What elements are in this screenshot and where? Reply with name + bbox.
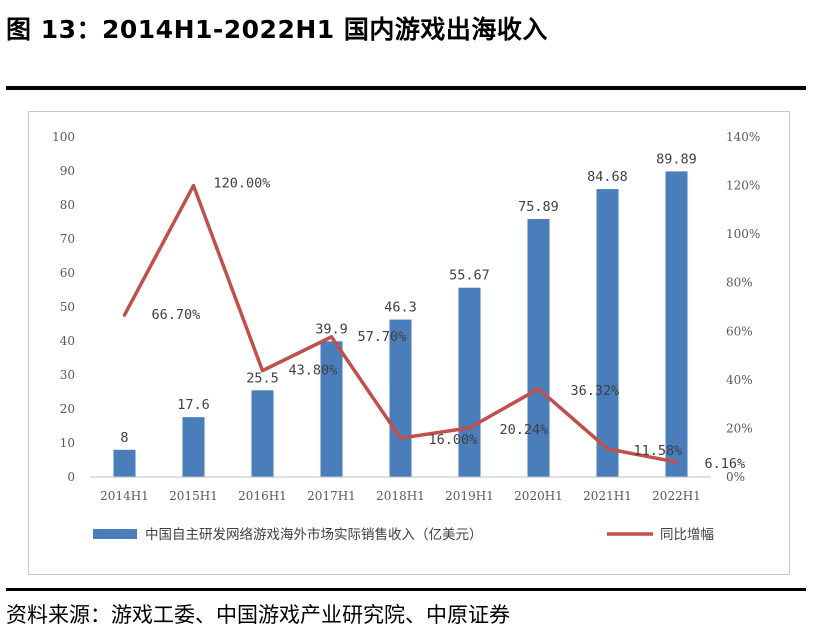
x-tick-label: 2015H1 — [169, 489, 218, 503]
y-right-tick-label: 20% — [726, 421, 753, 435]
growth-rate-point — [192, 184, 195, 188]
growth-rate-point — [606, 447, 609, 451]
bar-2021H1 — [596, 189, 619, 477]
legend-bar-label: 中国自主研发网络游戏海外市场实际销售收入（亿美元） — [145, 526, 483, 543]
y-left-tick-label: 70 — [60, 232, 75, 246]
bar-data-label: 84.68 — [587, 169, 628, 185]
growth-rate-point — [399, 436, 402, 440]
growth-rate-point — [261, 369, 264, 373]
line-data-label: 66.70% — [152, 307, 201, 323]
y-left-tick-label: 50 — [60, 300, 75, 314]
growth-rate-point — [468, 426, 471, 430]
bar-data-label: 55.67 — [449, 268, 490, 284]
line-data-label: 11.58% — [634, 443, 683, 459]
y-right-tick-label: 0% — [726, 470, 745, 484]
bar-data-label: 8 — [120, 430, 128, 446]
bar-2016H1 — [251, 390, 274, 477]
line-data-label: 36.32% — [571, 383, 620, 399]
line-data-label: 16.00% — [429, 432, 478, 448]
y-left-tick-label: 60 — [60, 266, 75, 280]
line-data-label: 6.16% — [705, 456, 746, 472]
top-rule — [6, 86, 806, 90]
growth-rate-point — [675, 460, 678, 464]
x-tick-label: 2014H1 — [100, 489, 149, 503]
y-right-tick-label: 80% — [726, 276, 753, 290]
y-left-tick-label: 80 — [60, 198, 75, 212]
bar-data-label: 89.89 — [656, 151, 697, 167]
chart-canvas: 0 10 20 30 40 50 60 70 80 90 100 0% 20% 40% 60% 80% 100%… — [52, 130, 760, 543]
chart-frame: 0 10 20 30 40 50 60 70 80 90 100 0% 20% 40% 60% 80% 100%… — [28, 111, 790, 575]
x-tick-label: 2019H1 — [445, 489, 494, 503]
y-right-tick-label: 100% — [726, 227, 760, 241]
growth-rate-point — [537, 387, 540, 391]
bar-data-label: 46.3 — [384, 300, 417, 316]
y-right-tick-label: 40% — [726, 373, 753, 387]
line-data-label: 43.80% — [289, 363, 338, 379]
line-data-label: 120.00% — [214, 176, 271, 192]
bar-2022H1 — [665, 171, 688, 477]
x-tick-label: 2017H1 — [307, 489, 356, 503]
legend-line-label: 同比增幅 — [660, 527, 714, 543]
line-data-label: 57.70% — [358, 329, 407, 345]
bar-2020H1 — [527, 218, 550, 477]
y-left-tick-label: 30 — [60, 368, 75, 382]
bar-data-label: 39.9 — [315, 321, 348, 337]
growth-rate-point — [330, 335, 333, 339]
x-tick-label: 2022H1 — [652, 489, 701, 503]
x-tick-label: 2020H1 — [514, 489, 563, 503]
x-tick-label: 2016H1 — [238, 489, 287, 503]
y-left-tick-label: 20 — [60, 402, 75, 416]
figure-source: 资料来源：游戏工委、中国游戏产业研究院、中原证券 — [6, 603, 510, 627]
y-right-tick-label: 60% — [726, 324, 753, 338]
y-left-tick-label: 40 — [60, 334, 75, 348]
bar-data-label: 25.5 — [246, 370, 279, 386]
y-left-tick-label: 0 — [67, 470, 75, 484]
y-left-tick-label: 100 — [52, 130, 75, 144]
y-right-tick-label: 120% — [726, 179, 760, 193]
bar-2014H1 — [113, 449, 136, 477]
bar-2015H1 — [182, 417, 205, 477]
bar-data-label: 75.89 — [518, 199, 559, 215]
y-right-tick-label: 140% — [726, 130, 760, 144]
bar-data-label: 17.6 — [177, 397, 210, 413]
y-left-tick-label: 90 — [60, 164, 75, 178]
figure-title: 图 13：2014H1-2022H1 国内游戏出海收入 — [6, 15, 548, 44]
bar-2019H1 — [458, 287, 481, 477]
line-data-label: 20.24% — [500, 422, 549, 438]
x-tick-label: 2021H1 — [583, 489, 632, 503]
bar-2017H1 — [320, 341, 343, 477]
y-left-tick-label: 10 — [60, 436, 75, 450]
legend-bar-swatch — [93, 529, 137, 539]
x-tick-label: 2018H1 — [376, 489, 425, 503]
growth-rate-point — [123, 313, 126, 317]
bottom-rule — [6, 588, 806, 591]
